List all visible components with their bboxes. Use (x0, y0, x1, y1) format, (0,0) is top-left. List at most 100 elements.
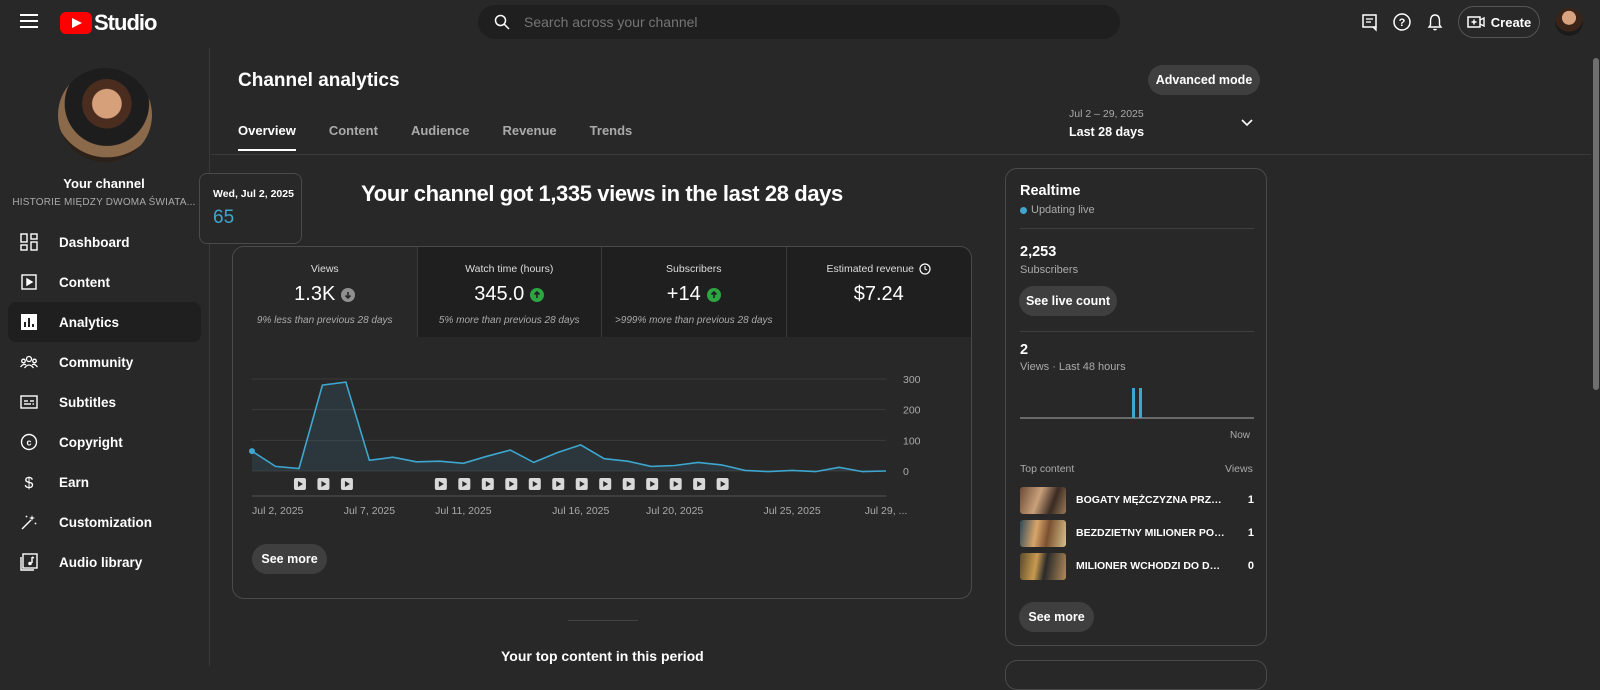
metric-revenue[interactable]: Estimated revenue $7.24 (786, 247, 971, 337)
see-more-button[interactable]: See more (252, 544, 327, 574)
video-title: BOGATY MĘŻCZYZNA PRZYS... (1076, 494, 1226, 506)
account-avatar[interactable] (1555, 8, 1583, 36)
help-icon[interactable]: ? (1392, 12, 1412, 32)
metric-value: 1.3K (294, 283, 336, 305)
sidebar-item-label: Subtitles (59, 394, 117, 410)
sidebar-item-community[interactable]: Community (8, 342, 201, 382)
series-area (252, 382, 886, 472)
sidebar-item-copyright[interactable]: c Copyright (8, 422, 201, 462)
sidebar-item-label: Community (59, 354, 134, 370)
video-marker-play-icon (697, 481, 703, 487)
sidebar-item-dashboard[interactable]: Dashboard (8, 222, 201, 262)
see-live-count-button[interactable]: See live count (1019, 286, 1117, 316)
overview-card: Views 1.3K 9% less than previous 28 days… (232, 246, 972, 599)
arrow-up-icon (530, 287, 545, 302)
metric-note: >999% more than previous 28 days (614, 315, 773, 326)
your-channel-label: Your channel (63, 176, 145, 191)
tab-revenue[interactable]: Revenue (502, 123, 557, 138)
search-bar[interactable] (478, 5, 1120, 39)
sidebar-item-subtitles[interactable]: Subtitles (8, 382, 201, 422)
notifications-icon[interactable] (1425, 12, 1445, 32)
tab-content[interactable]: Content (328, 123, 378, 138)
sidebar-item-audio-library[interactable]: Audio library (8, 542, 201, 582)
scrollbar-thumb[interactable] (1593, 58, 1599, 390)
views-column-label: Views (1225, 463, 1253, 475)
create-label: Create (1490, 14, 1532, 30)
video-marker-play-icon (509, 481, 515, 487)
views-chart[interactable]: 0 100 200 300 Jul 2, 2025 Jul 7, 2025 Jul 11, … (233, 337, 972, 599)
metric-label: Watch time (hours) (465, 263, 554, 275)
metric-subscribers[interactable]: Subscribers +14 >999% more than previous… (602, 247, 787, 337)
youtube-logo-icon (60, 12, 92, 34)
channel-avatar[interactable] (58, 68, 152, 162)
realtime-title: Realtime (1020, 183, 1081, 199)
realtime-views-bars (1020, 388, 1254, 419)
video-marker-play-icon (650, 481, 656, 487)
realtime-bar (1139, 388, 1142, 418)
y-tick-label: 300 (903, 374, 921, 386)
svg-text:c: c (26, 438, 31, 448)
earn-icon: $ (19, 472, 39, 492)
top-content-row[interactable]: BOGATY MĘŻCZYZNA PRZYS... 1 (1020, 486, 1254, 514)
data-point (249, 448, 255, 455)
video-marker-play-icon (532, 481, 538, 487)
video-thumbnail (1020, 552, 1066, 580)
tab-audience[interactable]: Audience (410, 123, 470, 138)
sidebar-item-label: Analytics (59, 314, 120, 330)
studio-logo[interactable]: Studio (60, 10, 157, 36)
metric-views[interactable]: Views 1.3K 9% less than previous 28 days (233, 247, 418, 337)
advanced-mode-button[interactable]: Advanced mode (1148, 65, 1260, 95)
main-content: Channel analytics Advanced mode Overview… (199, 48, 1591, 690)
create-button[interactable]: Create (1458, 6, 1540, 38)
video-marker-play-icon (626, 481, 632, 487)
sidebar-item-label: Audio library (59, 554, 143, 570)
x-tick-label: Jul 2, 2025 (252, 505, 304, 517)
metric-note: 9% less than previous 28 days (256, 315, 393, 326)
realtime-views-count: 2 (1020, 342, 1029, 358)
search-input[interactable] (524, 14, 1084, 30)
realtime-bar (1132, 388, 1135, 418)
video-marker-play-icon (297, 481, 303, 487)
metric-label: Estimated revenue (826, 263, 915, 275)
chart-tooltip: Wed, Jul 2, 2025 65 (199, 173, 302, 244)
sidebar-item-customization[interactable]: Customization (8, 502, 201, 542)
x-tick-label: Jul 7, 2025 (344, 505, 396, 517)
video-title: MILIONER WCHODZI DO DO... (1076, 560, 1226, 572)
video-marker-play-icon (556, 481, 562, 487)
tab-trends[interactable]: Trends (589, 123, 633, 138)
x-tick-label: Jul 25, 2025 (763, 505, 820, 517)
realtime-now-label: Now (1230, 430, 1251, 441)
x-tick-label: Jul 16, 2025 (552, 505, 609, 517)
feedback-icon[interactable] (1360, 12, 1380, 32)
video-views: 1 (1247, 494, 1254, 506)
live-dot-icon (1020, 206, 1027, 214)
sidebar-item-content[interactable]: Content (8, 262, 201, 302)
realtime-status: Updating live (1020, 204, 1095, 216)
realtime-subscribers-count: 2,253 (1020, 244, 1057, 260)
divider (1020, 228, 1254, 229)
customization-icon (19, 512, 39, 532)
sidebar-item-analytics[interactable]: Analytics (8, 302, 201, 342)
video-marker-play-icon (321, 481, 327, 487)
video-marker-play-icon (462, 481, 468, 487)
chevron-down-icon[interactable] (1240, 118, 1254, 128)
see-more-realtime-button[interactable]: See more (1019, 602, 1094, 632)
date-range-selector[interactable]: Jul 2 – 29, 2025 Last 28 days (1069, 108, 1144, 139)
metric-watch-time[interactable]: Watch time (hours) 345.0 5% more than pr… (417, 247, 602, 337)
content-icon (19, 272, 39, 292)
tab-overview[interactable]: Overview (238, 123, 296, 151)
video-views: 0 (1247, 560, 1254, 572)
logo-text: Studio (94, 10, 157, 35)
menu-icon[interactable] (20, 14, 38, 28)
scrollbar[interactable] (1592, 48, 1600, 666)
community-icon (19, 352, 39, 372)
y-tick-label: 100 (903, 435, 921, 447)
sidebar-item-earn[interactable]: $ Earn (8, 462, 201, 502)
y-tick-label: 0 (903, 466, 909, 478)
top-content-row[interactable]: MILIONER WCHODZI DO DO... 0 (1020, 552, 1254, 580)
top-content-row[interactable]: BEZDZIETNY MILIONER POS... 1 (1020, 519, 1254, 547)
views-headline: Your channel got 1,335 views in the last… (361, 181, 843, 206)
x-tick-label: Jul 20, 2025 (646, 505, 703, 517)
video-title: BEZDZIETNY MILIONER POS... (1076, 527, 1226, 539)
metric-label: Views (310, 263, 339, 275)
